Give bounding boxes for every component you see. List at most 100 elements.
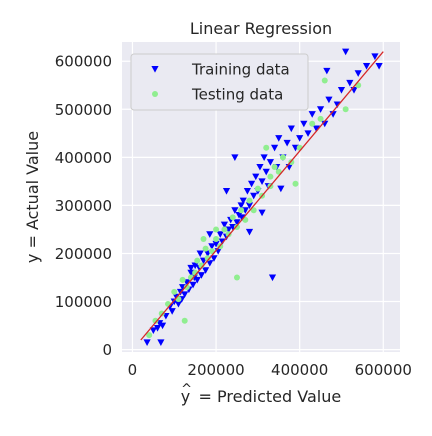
testing-point [171,288,178,295]
legend-marker-testing [152,91,158,97]
testing-point [233,274,240,281]
chart-title: Linear Regression [190,19,332,38]
testing-point [250,207,257,214]
training-point [181,291,189,298]
training-point [210,255,218,262]
testing-point [267,173,274,180]
testing-point [213,226,220,233]
training-point [308,111,316,118]
training-point [270,144,279,152]
training-point [316,106,325,113]
regression-line [140,51,384,341]
testing-point [202,245,209,252]
training-point [252,173,260,181]
training-point [304,130,312,137]
training-point [174,300,183,308]
training-point [187,264,195,272]
training-point [222,187,231,195]
legend: Training data Testing data [130,53,309,111]
training-point [158,322,167,330]
training-point [346,79,354,87]
training-point [243,187,252,195]
training-point [168,308,176,315]
y-tick-label: 200000 [55,245,112,263]
y-tick-label: 300000 [55,197,112,215]
testing-point [233,224,240,231]
training-point [202,267,210,274]
training-point [256,163,264,171]
y-tick-label: 100000 [55,293,112,311]
y-tick-label: 600000 [55,53,112,71]
training-point [197,272,206,279]
testing-point [158,310,165,317]
training-point [191,262,199,270]
training-point [375,63,383,70]
tick-labels: 0 200000 400000 600000 0 100000 200000 300000 40… [55,53,412,379]
training-point [245,228,254,236]
testing-point [263,144,270,151]
testing-point [179,276,186,283]
x-tick-label: 600000 [355,361,412,379]
testing-point [221,226,228,233]
training-point [153,324,162,332]
testing-point [279,154,286,161]
training-point [371,53,379,61]
y-tick-label: 500000 [55,101,112,119]
y-axis-label: y = Actual Value [23,131,42,263]
training-point [296,135,304,142]
training-point [233,219,241,226]
legend-marker-training [151,66,159,73]
training-point [266,159,275,166]
testing-point [292,180,299,187]
training-point [149,327,157,334]
training-point [231,154,239,161]
training-point [300,120,308,128]
training-point [196,250,204,258]
training-point [325,96,333,104]
training-point [337,87,346,94]
testing-point [204,255,211,262]
training-point [212,240,220,248]
training-point [323,67,331,75]
training-point [260,154,268,161]
testing-point [200,236,207,243]
testing-point [309,120,316,127]
testing-point [271,163,278,170]
training-point [193,276,201,284]
training-point [157,339,165,346]
testing-point [317,115,324,122]
training-point [258,209,266,217]
training-point [206,260,214,267]
training-point [220,221,229,229]
training-point [362,63,371,70]
training-point [189,281,197,289]
legend-label: Training data [191,61,290,79]
training-point [237,202,245,210]
y-tick-label: 0 [102,341,112,359]
training-point [250,192,258,200]
training-point [342,48,350,56]
training-point [262,168,270,176]
training-point [231,207,239,214]
training-point [247,180,256,188]
training-point [206,231,214,238]
testing-point [321,77,328,84]
testing-point [238,207,245,214]
training-point [143,339,151,346]
training-point [216,231,224,238]
training-point [258,178,266,185]
testing-point [229,214,236,221]
training-point [208,243,216,250]
training-point [277,185,285,193]
testing-point [208,248,215,255]
testing-point [213,236,220,243]
testing-point [152,317,159,324]
training-point [245,202,254,210]
legend-box [130,53,309,111]
x-tick-label: 0 [128,361,138,379]
training-point [312,125,320,133]
x-tick-label: 400000 [271,361,328,379]
data-points [143,48,383,346]
